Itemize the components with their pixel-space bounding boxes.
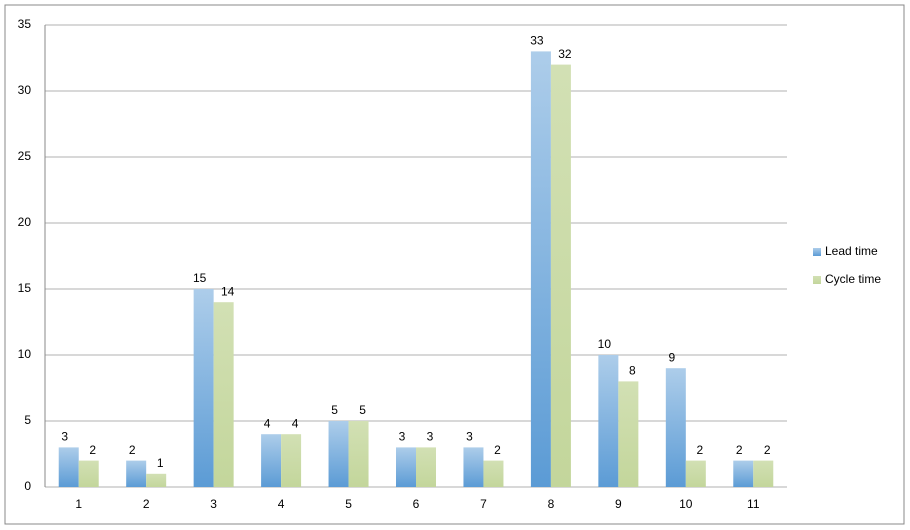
x-tick-label: 7 [480,497,487,511]
data-label: 2 [129,443,136,457]
bar [550,64,571,487]
data-label: 2 [89,443,96,457]
legend-swatch [813,248,821,256]
bar [261,434,282,487]
y-tick-label: 0 [24,479,31,493]
data-label: 14 [221,284,235,298]
x-tick-label: 3 [210,497,217,511]
data-label: 2 [736,443,743,457]
data-label: 32 [558,47,572,61]
data-label: 15 [193,271,207,285]
x-tick-label: 4 [278,497,285,511]
bar [618,381,639,487]
y-tick-label: 30 [18,83,32,97]
y-tick-label: 25 [18,149,32,163]
y-tick-label: 10 [18,347,32,361]
data-label: 4 [264,416,271,430]
bar [665,368,686,487]
x-tick-label: 5 [345,497,352,511]
bar [193,289,214,487]
legend-swatch [813,276,821,284]
data-label: 5 [359,403,366,417]
data-label: 33 [530,34,544,48]
bar [598,355,619,487]
data-label: 5 [331,403,338,417]
x-tick-label: 11 [747,497,760,511]
bar [530,51,551,488]
y-tick-label: 15 [18,281,32,295]
bar [463,447,484,487]
x-tick-label: 2 [143,497,150,511]
data-label: 2 [494,443,501,457]
legend-label: Lead time [825,244,878,258]
x-tick-label: 1 [75,497,82,511]
bar [753,460,774,487]
data-label: 2 [764,443,771,457]
bar [328,421,349,487]
y-tick-label: 5 [24,413,31,427]
data-label: 3 [427,430,434,444]
data-label: 9 [668,350,675,364]
x-tick-label: 9 [615,497,622,511]
x-tick-label: 6 [413,497,420,511]
bar [396,447,416,487]
bar [281,434,302,487]
bar [78,460,99,487]
bar [213,302,234,487]
bar [733,460,754,487]
bar [416,447,436,487]
x-tick-label: 8 [548,497,555,511]
bar [483,460,504,487]
x-tick-label: 10 [679,497,693,511]
bar [126,460,147,487]
data-label: 3 [399,430,406,444]
data-label: 2 [696,443,703,457]
data-label: 4 [292,416,299,430]
legend-label: Cycle time [825,272,881,286]
bar [348,421,369,487]
data-label: 1 [157,456,164,470]
bar [146,473,167,487]
data-label: 10 [598,337,612,351]
data-label: 8 [629,364,636,378]
bar [685,460,706,487]
data-label: 3 [466,430,473,444]
bar [58,447,79,487]
y-tick-label: 35 [18,17,32,31]
data-label: 3 [61,430,68,444]
y-tick-label: 20 [18,215,32,229]
